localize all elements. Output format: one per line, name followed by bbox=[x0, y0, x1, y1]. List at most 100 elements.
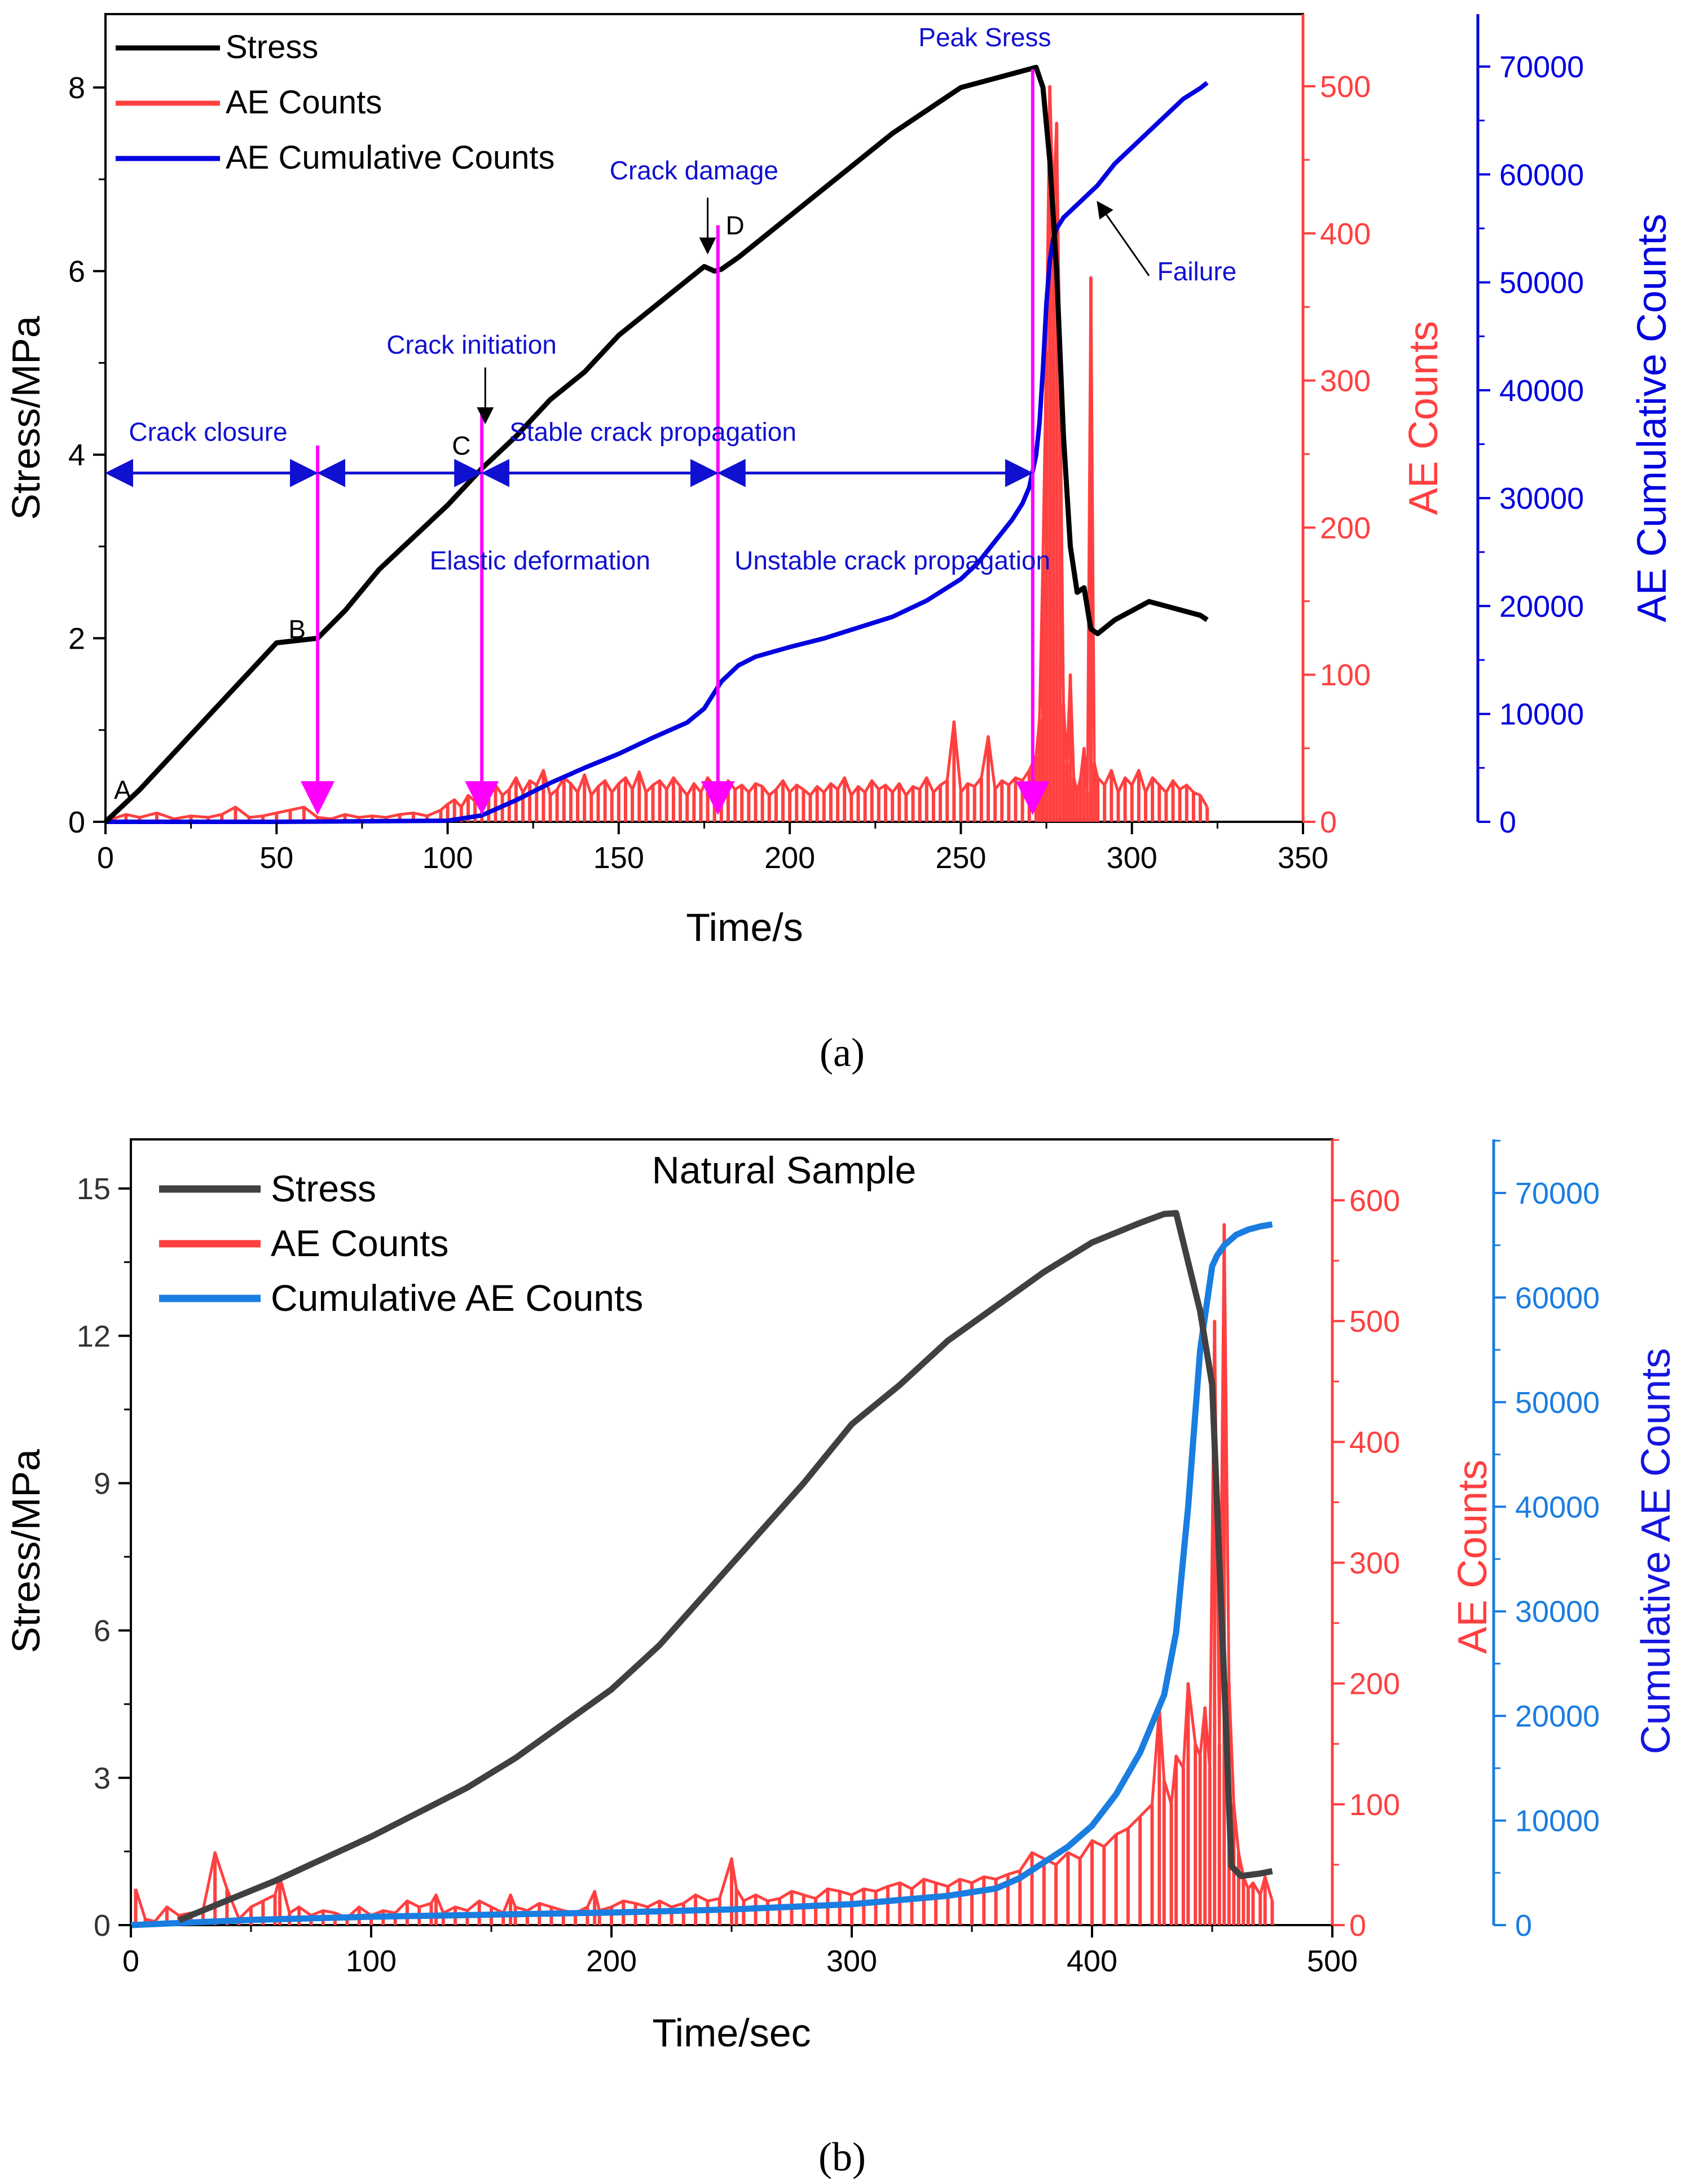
cumulative-line bbox=[130, 1221, 1273, 1928]
annotation-label: Crack closure bbox=[129, 417, 287, 447]
x-axis-title: Time/s bbox=[686, 905, 803, 949]
y-right1-tick-label: 200 bbox=[1320, 511, 1371, 545]
point-label: B bbox=[288, 615, 306, 644]
y-right1-tick-label: 300 bbox=[1349, 1547, 1400, 1580]
y-right2-tick-label: 30000 bbox=[1499, 482, 1584, 516]
y-right2-tick-label: 70000 bbox=[1515, 1177, 1600, 1210]
legend-item-stress: Stress bbox=[116, 29, 318, 65]
legend-label: Stress bbox=[226, 29, 318, 65]
y-right2-tick-label: 0 bbox=[1499, 805, 1516, 839]
panel-label-b: (b) bbox=[818, 2134, 866, 2179]
x-tick-label: 500 bbox=[1307, 1944, 1358, 1978]
y-left-tick-label: 12 bbox=[77, 1319, 111, 1353]
y-axis-right-cumulative: 0 10000 20000 30000 40000 50000 60000 70000 bbox=[1492, 1139, 1600, 1943]
y-left-tick-label: 9 bbox=[94, 1467, 111, 1500]
y-axis-left-title: Stress/MPa bbox=[4, 316, 48, 520]
y-axis-right-cumulative: 0 10000 20000 30000 40000 50000 60000 70000 bbox=[1476, 14, 1584, 839]
x-tick-label: 200 bbox=[764, 841, 815, 875]
y-right1-tick-label: 0 bbox=[1349, 1909, 1366, 1943]
annotation-label: Stable crack propagation bbox=[509, 417, 796, 447]
point-label: C bbox=[452, 431, 470, 460]
legend-item-cumulative: Cumulative AE Counts bbox=[159, 1277, 643, 1319]
y-right1-tick-label: 600 bbox=[1349, 1184, 1400, 1218]
y-right1-tick-label: 400 bbox=[1320, 217, 1371, 251]
y-axis-right1-title: AE Counts bbox=[1450, 1460, 1495, 1654]
x-axis: 0 50 100 150 200 250 300 350 bbox=[97, 822, 1328, 875]
x-tick-label: 150 bbox=[593, 841, 644, 875]
point-label: D bbox=[725, 211, 744, 240]
y-axis-right-ae-counts: 0 100 200 300 400 500 600 bbox=[1331, 1139, 1400, 1943]
y-right2-tick-label: 20000 bbox=[1499, 589, 1584, 623]
x-axis: 0 100 200 300 400 500 bbox=[122, 1925, 1358, 1978]
y-right1-tick-label: 0 bbox=[1320, 805, 1337, 839]
legend-label: AE Counts bbox=[271, 1222, 449, 1264]
y-right1-tick-label: 500 bbox=[1349, 1305, 1400, 1338]
legend: Stress AE Counts AE Cumulative Counts bbox=[116, 29, 554, 176]
y-right1-tick-label: 100 bbox=[1349, 1788, 1400, 1822]
chart-title: Natural Sample bbox=[652, 1149, 917, 1192]
x-tick-label: 400 bbox=[1067, 1944, 1117, 1978]
series-layer bbox=[130, 1210, 1273, 1928]
pointer-arrow-failure bbox=[1097, 201, 1150, 276]
legend-label: Cumulative AE Counts bbox=[271, 1277, 643, 1319]
x-tick-label: 300 bbox=[1107, 841, 1157, 875]
legend: Stress AE Counts Cumulative AE Counts bbox=[159, 1168, 643, 1319]
legend-item-ae-counts: AE Counts bbox=[116, 84, 382, 121]
phase-markers bbox=[105, 69, 1050, 815]
annotation-label: Crack damage bbox=[610, 156, 778, 185]
y-axis-right2-title: Cumulative AE Counts bbox=[1634, 1348, 1679, 1754]
annotation-label: Peak Sress bbox=[918, 23, 1051, 52]
y-left-tick-label: 4 bbox=[68, 438, 85, 472]
y-right1-tick-label: 400 bbox=[1349, 1425, 1400, 1459]
series-layer bbox=[103, 64, 1209, 824]
y-right2-tick-label: 30000 bbox=[1515, 1595, 1600, 1629]
annotations: Crack closure Crack initiation Stable crac… bbox=[114, 23, 1236, 804]
y-right1-tick-label: 100 bbox=[1320, 658, 1371, 692]
y-axis-right-ae-counts: 0 100 200 300 400 500 bbox=[1301, 14, 1371, 839]
chart-panel-a: 0 50 100 150 200 250 300 350 0 2 4 6 8 0 100 200 300 40… bbox=[4, 13, 1675, 1075]
y-right2-tick-label: 50000 bbox=[1515, 1386, 1600, 1420]
y-right2-tick-label: 20000 bbox=[1515, 1699, 1600, 1733]
y-axis-right2-title: AE Cumulative Counts bbox=[1630, 214, 1675, 622]
x-tick-label: 200 bbox=[586, 1944, 637, 1978]
legend-label: AE Counts bbox=[226, 84, 382, 121]
legend-label: AE Cumulative Counts bbox=[226, 139, 554, 176]
y-right2-tick-label: 10000 bbox=[1515, 1804, 1600, 1838]
stress-line bbox=[178, 1210, 1273, 1923]
y-right1-tick-label: 500 bbox=[1320, 70, 1371, 104]
y-left-tick-label: 2 bbox=[68, 622, 85, 656]
x-tick-label: 50 bbox=[259, 841, 293, 875]
legend-item-stress: Stress bbox=[159, 1168, 376, 1209]
y-right2-tick-label: 60000 bbox=[1499, 158, 1584, 192]
panel-label-a: (a) bbox=[820, 1030, 865, 1075]
x-tick-label: 100 bbox=[346, 1944, 397, 1978]
y-right1-tick-label: 200 bbox=[1349, 1667, 1400, 1701]
y-left-tick-label: 6 bbox=[94, 1614, 111, 1648]
x-tick-label: 0 bbox=[122, 1944, 139, 1978]
y-right2-tick-label: 40000 bbox=[1515, 1490, 1600, 1524]
legend-item-ae-counts: AE Counts bbox=[159, 1222, 449, 1264]
y-left-tick-label: 0 bbox=[94, 1909, 111, 1943]
y-left-tick-label: 0 bbox=[68, 805, 85, 839]
x-tick-label: 100 bbox=[422, 841, 473, 875]
y-left-tick-label: 6 bbox=[68, 255, 85, 289]
y-axis-left: 0 2 4 6 8 bbox=[68, 71, 105, 839]
y-left-tick-label: 8 bbox=[68, 71, 85, 105]
ae-counts-bars bbox=[111, 85, 1209, 822]
x-tick-label: 250 bbox=[935, 841, 986, 875]
y-right2-tick-label: 70000 bbox=[1499, 50, 1584, 84]
annotation-label: Elastic deformation bbox=[430, 546, 650, 575]
y-right2-tick-label: 60000 bbox=[1515, 1281, 1600, 1315]
y-axis-right1-title: AE Counts bbox=[1401, 321, 1446, 515]
y-left-tick-label: 3 bbox=[94, 1762, 111, 1795]
y-right2-tick-label: 50000 bbox=[1499, 266, 1584, 300]
point-label: A bbox=[114, 775, 131, 804]
y-left-tick-label: 15 bbox=[77, 1172, 111, 1206]
x-tick-label: 350 bbox=[1278, 841, 1328, 875]
x-axis-title: Time/sec bbox=[652, 2011, 811, 2055]
annotation-label: Crack initiation bbox=[386, 330, 557, 359]
cumulative-line bbox=[105, 81, 1209, 824]
y-right2-tick-label: 0 bbox=[1515, 1909, 1532, 1943]
y-right2-tick-label: 40000 bbox=[1499, 374, 1584, 408]
